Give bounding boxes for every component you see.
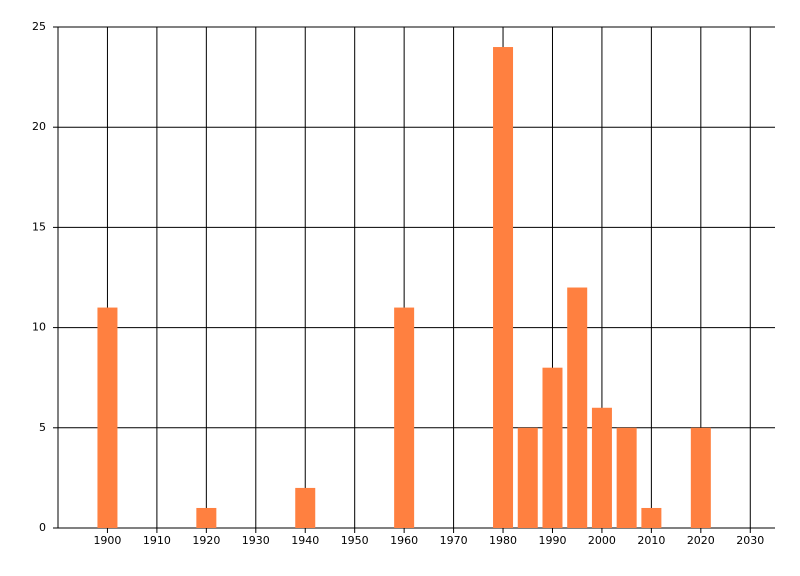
y-tick-label: 25 bbox=[32, 20, 46, 33]
x-tick-label: 1960 bbox=[390, 534, 418, 547]
bar bbox=[295, 487, 316, 528]
x-tick-label: 1930 bbox=[242, 534, 270, 547]
y-tick-label: 15 bbox=[32, 220, 46, 233]
x-tick-label: 1950 bbox=[341, 534, 369, 547]
x-tick-label: 1990 bbox=[538, 534, 566, 547]
x-tick-label: 1900 bbox=[93, 534, 121, 547]
x-tick-label: 2030 bbox=[736, 534, 764, 547]
bar bbox=[517, 427, 538, 528]
y-tick-label: 0 bbox=[39, 521, 46, 534]
x-tick-label: 1940 bbox=[291, 534, 319, 547]
bar bbox=[690, 427, 711, 528]
bar bbox=[567, 287, 588, 528]
y-tick-label: 10 bbox=[32, 321, 46, 334]
y-tick-label: 5 bbox=[39, 421, 46, 434]
bar bbox=[97, 307, 118, 528]
bar bbox=[493, 47, 514, 528]
y-tick-label: 20 bbox=[32, 120, 46, 133]
x-tick-label: 2010 bbox=[637, 534, 665, 547]
bar bbox=[616, 427, 637, 528]
x-tick-label: 1910 bbox=[143, 534, 171, 547]
bar bbox=[641, 507, 662, 528]
x-tick-label: 1980 bbox=[489, 534, 517, 547]
bar bbox=[542, 367, 563, 528]
bar bbox=[394, 307, 415, 528]
x-tick-label: 1970 bbox=[440, 534, 468, 547]
bar bbox=[196, 507, 217, 528]
x-tick-label: 2020 bbox=[687, 534, 715, 547]
x-tick-label: 2000 bbox=[588, 534, 616, 547]
bar bbox=[591, 407, 612, 528]
x-tick-label: 1920 bbox=[192, 534, 220, 547]
